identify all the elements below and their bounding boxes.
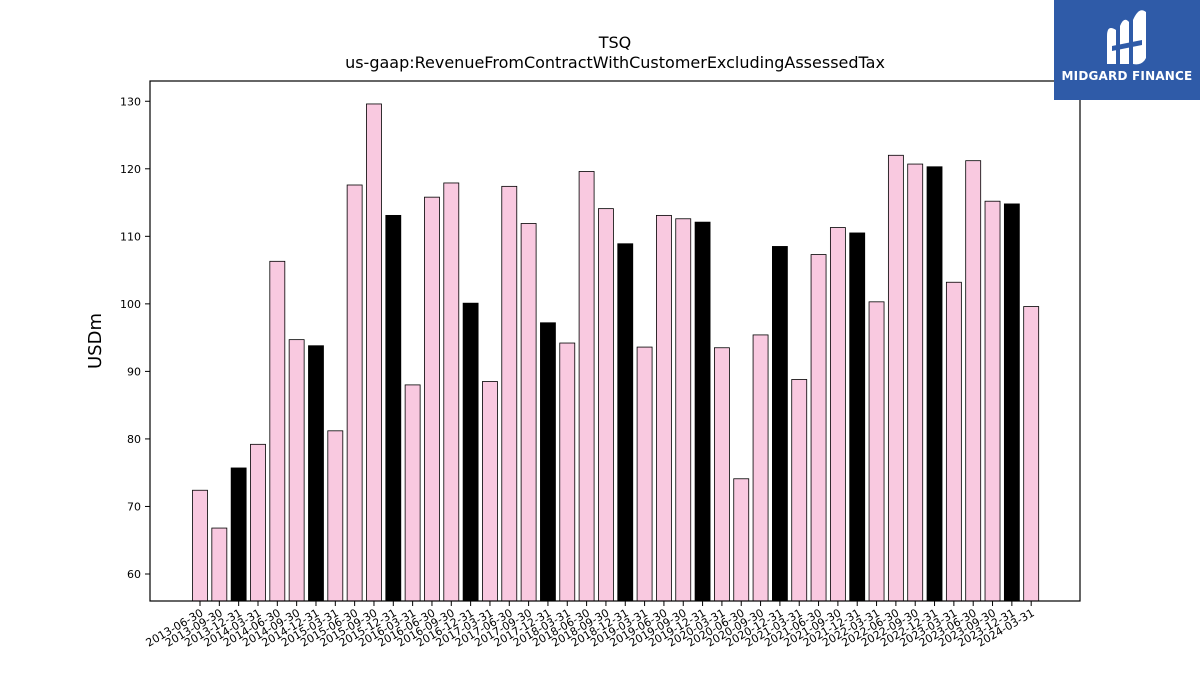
bar-2021-06-30 (810, 254, 827, 602)
y-axis-label: USDm (85, 313, 106, 369)
bar-2019-03-31 (636, 346, 653, 602)
bar-2016-06-30 (424, 196, 440, 602)
bar-2018-12-31 (617, 243, 634, 602)
bar-2017-06-30 (501, 185, 518, 602)
bar-2014-12-31 (308, 345, 324, 602)
bar-2016-03-31 (404, 384, 421, 602)
bar-2023-06-30 (965, 160, 982, 602)
bar-2013-09-30 (211, 527, 228, 602)
bar-2021-03-31 (791, 379, 808, 602)
bar-2022-09-30 (907, 163, 924, 602)
bar-2017-12-31 (540, 322, 556, 602)
bar-2018-03-31 (559, 342, 576, 602)
bar-2017-09-30 (520, 223, 537, 602)
y-tick-label: 100 (120, 298, 141, 311)
chart-title: TSQ (598, 33, 632, 52)
bar-2017-03-31 (482, 381, 498, 602)
bar-2015-03-31 (327, 430, 344, 602)
bar-2023-09-30 (984, 200, 1001, 602)
midgard-logo-icon (1107, 10, 1146, 65)
bar-2021-09-30 (829, 227, 846, 602)
bar-2022-12-31 (926, 166, 943, 602)
bar-2016-12-31 (462, 302, 479, 602)
bar-2015-06-30 (346, 184, 363, 602)
bar-2020-03-31 (714, 347, 730, 602)
bar-2020-09-30 (752, 334, 769, 602)
bar-2014-03-31 (250, 443, 266, 602)
x-ticks-group: 2013-06-302013-09-302013-12-312014-03-31… (144, 601, 1037, 650)
bar-2022-03-31 (868, 301, 885, 602)
bar-2013-06-30 (192, 489, 208, 602)
midgard-finance-logo: MIDGARD FINANCE (1054, 0, 1200, 100)
bar-2019-12-31 (694, 221, 711, 602)
logo-text: MIDGARD FINANCE (1061, 69, 1193, 83)
bar-2014-06-30 (269, 260, 286, 602)
bar-2023-03-31 (945, 281, 962, 602)
y-tick-label: 60 (127, 568, 141, 581)
bar-2024-03-31 (1023, 306, 1040, 602)
bar-2019-06-30 (656, 214, 672, 602)
y-ticks-group: 60 70 80 90 100 110 120 130 (120, 95, 150, 581)
chart-subtitle: us-gaap:RevenueFromContractWithCustomerE… (345, 53, 885, 72)
bars-group (192, 103, 1040, 602)
bar-2022-06-30 (887, 154, 904, 602)
bar-2018-06-30 (578, 171, 595, 602)
y-tick-label: 130 (120, 95, 141, 108)
y-tick-label: 70 (127, 500, 141, 513)
bar-2015-12-31 (385, 214, 402, 602)
bar-2014-09-30 (288, 339, 305, 602)
bar-2020-06-30 (733, 478, 750, 602)
bar-2019-09-30 (675, 218, 692, 602)
y-tick-label: 110 (120, 230, 141, 243)
y-tick-label: 90 (127, 365, 141, 378)
bar-2013-12-31 (230, 467, 247, 602)
bar-2021-12-31 (849, 232, 866, 602)
bar-2018-09-30 (598, 208, 614, 602)
bar-2016-09-30 (443, 182, 460, 602)
y-tick-label: 80 (127, 433, 141, 446)
plot-frame (149, 80, 1081, 602)
bar-2015-09-30 (366, 103, 382, 602)
bar-2020-12-31 (772, 246, 788, 602)
y-tick-label: 120 (120, 163, 141, 176)
bar-2023-12-31 (1003, 203, 1020, 602)
